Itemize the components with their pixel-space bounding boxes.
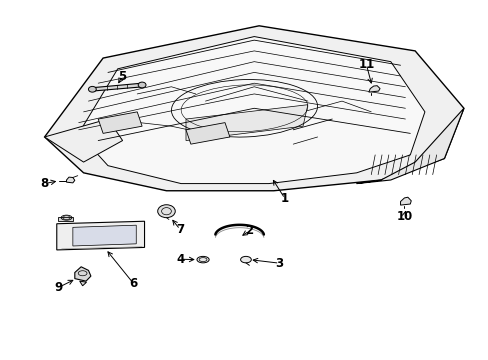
Polygon shape	[400, 197, 410, 205]
Text: 6: 6	[129, 277, 137, 290]
Polygon shape	[368, 86, 379, 92]
Text: 2: 2	[245, 224, 253, 238]
Circle shape	[158, 205, 175, 218]
Polygon shape	[98, 112, 142, 134]
Polygon shape	[91, 83, 143, 91]
Ellipse shape	[197, 256, 209, 263]
Circle shape	[138, 82, 146, 88]
Polygon shape	[75, 267, 91, 281]
Text: 5: 5	[118, 69, 126, 82]
Text: 7: 7	[176, 223, 184, 236]
Polygon shape	[79, 37, 424, 184]
Polygon shape	[185, 105, 307, 140]
Polygon shape	[73, 225, 136, 246]
Text: 8: 8	[41, 177, 49, 190]
Text: 3: 3	[275, 257, 283, 270]
Text: 9: 9	[54, 281, 62, 294]
Polygon shape	[80, 281, 86, 286]
Polygon shape	[57, 221, 144, 250]
Polygon shape	[44, 26, 463, 191]
Polygon shape	[185, 123, 229, 144]
Text: 4: 4	[176, 253, 184, 266]
Ellipse shape	[240, 256, 251, 263]
Polygon shape	[44, 119, 122, 162]
Text: 10: 10	[395, 210, 412, 223]
Polygon shape	[66, 177, 75, 183]
Circle shape	[88, 86, 96, 92]
Polygon shape	[356, 108, 463, 184]
Text: 11: 11	[358, 58, 374, 71]
Polygon shape	[58, 217, 73, 221]
Text: 1: 1	[280, 192, 288, 205]
